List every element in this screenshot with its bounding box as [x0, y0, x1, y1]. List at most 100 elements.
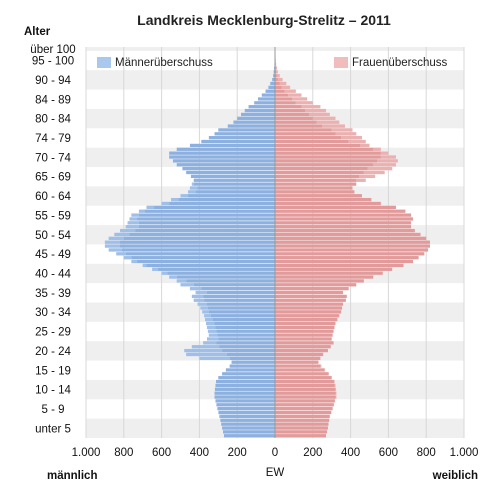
male-extra-shade — [180, 194, 189, 198]
male-extra-shade — [191, 182, 194, 186]
male-bar — [222, 372, 275, 376]
male-bar — [135, 228, 275, 233]
female-extra-shade — [276, 74, 280, 78]
male-bar — [268, 85, 275, 89]
female-bar — [275, 383, 335, 388]
female-bar — [275, 163, 374, 167]
female-bar — [275, 136, 342, 140]
female-bar — [275, 240, 430, 244]
male-extra-shade — [189, 287, 202, 291]
x-tick-label: 1.000 — [450, 447, 479, 459]
male-surplus-bar — [131, 213, 139, 217]
male-surplus-bar — [189, 186, 198, 190]
male-surplus-bar — [123, 256, 132, 260]
male-bar — [248, 105, 275, 109]
age-group-label: 80 - 84 — [35, 114, 71, 126]
male-bar — [210, 314, 275, 318]
female-bar — [275, 352, 324, 357]
female-bar — [275, 329, 334, 333]
male-extra-shade — [125, 225, 139, 229]
male-bar — [225, 368, 275, 372]
male-bar — [273, 74, 275, 78]
female-bar — [275, 221, 412, 225]
male-bar — [146, 263, 275, 268]
female-bar — [275, 348, 328, 353]
age-group-label: 70 - 74 — [35, 152, 71, 164]
female-bar — [275, 159, 378, 163]
male-extra-shade — [206, 321, 215, 326]
female-surplus-bar — [334, 383, 336, 388]
male-extra-shade — [206, 337, 219, 341]
female-bar — [275, 178, 357, 182]
male-bar — [222, 426, 275, 430]
female-bar — [275, 147, 374, 151]
female-bar — [275, 228, 415, 233]
male-extra-shade — [146, 205, 155, 209]
male-surplus-bar — [180, 283, 194, 287]
female-extra-shade — [333, 379, 335, 384]
female-bar — [275, 205, 396, 209]
x-tick-label: 600 — [152, 447, 171, 459]
age-group-label: 25 - 29 — [35, 327, 71, 339]
female-surplus-bar — [341, 136, 362, 140]
male-surplus-bar — [202, 310, 209, 314]
male-bar — [270, 81, 275, 86]
male-surplus-bar — [108, 236, 124, 240]
male-bars — [104, 47, 276, 438]
male-bar — [214, 395, 275, 399]
female-bar — [275, 170, 364, 175]
legend-male-label: Männerüberschuss — [115, 57, 213, 69]
male-bar — [219, 345, 275, 349]
male-bar — [201, 287, 275, 291]
male-bar — [216, 403, 275, 407]
male-bar — [220, 414, 275, 419]
female-surplus-bar — [360, 143, 370, 148]
male-bar — [218, 337, 275, 341]
female-surplus-bar — [309, 112, 330, 117]
female-extra-shade — [301, 105, 321, 109]
female-bar — [275, 97, 293, 101]
male-bar — [216, 379, 275, 384]
male-extra-shade — [186, 352, 227, 357]
female-extra-shade — [341, 136, 362, 140]
male-extra-shade — [191, 345, 220, 349]
female-bar — [275, 217, 413, 221]
male-surplus-bar — [142, 263, 147, 268]
female-bar — [275, 279, 364, 283]
male-surplus-bar — [127, 221, 139, 225]
male-bar — [154, 205, 275, 209]
female-bar — [275, 108, 306, 113]
male-surplus-bar — [207, 329, 217, 333]
male-extra-shade — [193, 298, 205, 302]
male-extra-shade — [199, 356, 230, 360]
male-extra-shade — [123, 256, 132, 260]
female-bar — [275, 186, 353, 190]
female-surplus-bar — [277, 77, 283, 82]
male-surplus-bar — [116, 252, 126, 256]
female-surplus-bar — [316, 120, 340, 124]
female-bar — [275, 182, 357, 186]
female-surplus-bar — [295, 101, 313, 105]
female-bar — [275, 414, 330, 419]
male-extra-shade — [152, 267, 158, 271]
age-group-labels: unter 5 5 - 9 10 - 14 15 - 19 20 - 24 25 - 29… — [30, 44, 75, 435]
female-bar — [275, 151, 381, 155]
male-surplus-bar — [184, 348, 223, 353]
male-surplus-bar — [138, 209, 145, 213]
male-bar — [218, 410, 275, 415]
male-extra-shade — [114, 232, 130, 237]
female-surplus-bar — [276, 70, 278, 74]
male-bar — [204, 298, 275, 302]
female-bar — [275, 139, 349, 144]
x-tick-label: 200 — [228, 447, 247, 459]
female-side-label: weiblich — [432, 470, 478, 482]
female-bar — [275, 256, 419, 260]
female-bar — [275, 341, 334, 345]
male-bar — [229, 364, 275, 368]
male-bar — [137, 259, 275, 264]
female-bar — [275, 314, 340, 318]
male-bar — [231, 360, 275, 364]
male-extra-shade — [131, 259, 138, 264]
male-extra-shade — [184, 348, 223, 353]
